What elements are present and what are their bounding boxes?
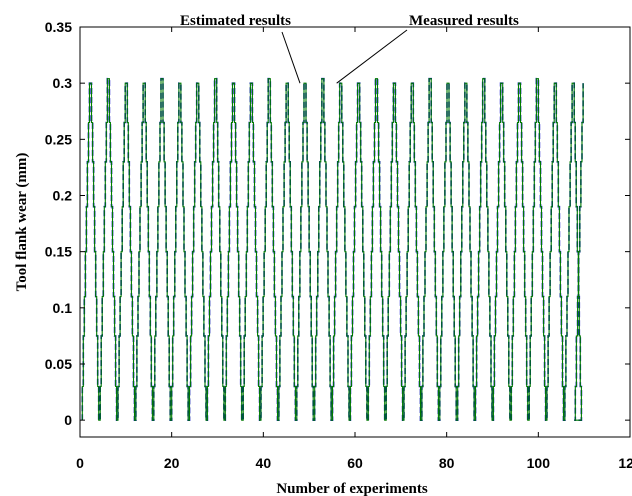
x-tick-label: 60	[347, 455, 363, 471]
x-tick-label: 40	[256, 455, 272, 471]
y-tick-label: 0.3	[53, 75, 73, 91]
y-tick-label: 0.2	[53, 187, 73, 203]
ticks-layer: 0 20 40 60 80 100 120 0 0.05 0.1 0.15 0.2 0.25 0.3 0.3…	[45, 19, 632, 471]
x-axis-title: Number of experiments	[276, 481, 428, 496]
annotation-layer: Estimated results Measured results	[180, 13, 519, 84]
y-tick-label: 0.05	[45, 356, 72, 372]
y-tick-label: 0.1	[53, 300, 73, 316]
x-tick-label: 20	[164, 455, 180, 471]
y-tick-label: 0	[64, 412, 72, 428]
x-tick-label: 120	[618, 455, 632, 471]
y-tick-label: 0.35	[45, 19, 72, 35]
series-estimated-line	[81, 78, 584, 421]
annotation-estimated-label: Estimated results	[180, 13, 291, 29]
x-tick-label: 100	[527, 455, 551, 471]
annotation-measured-label: Measured results	[409, 13, 519, 29]
annotation-measured-arrow	[336, 29, 408, 84]
y-tick-label: 0.25	[45, 131, 72, 147]
labels-layer: Number of experiments Tool flank wear (m…	[14, 153, 428, 496]
x-tick-label: 0	[76, 455, 84, 471]
y-tick-label: 0.15	[45, 244, 72, 260]
annotation-estimated-arrow	[281, 31, 301, 84]
series-layer	[81, 77, 584, 421]
x-tick-label: 80	[439, 455, 455, 471]
y-axis-title: Tool flank wear (mm)	[14, 153, 30, 292]
